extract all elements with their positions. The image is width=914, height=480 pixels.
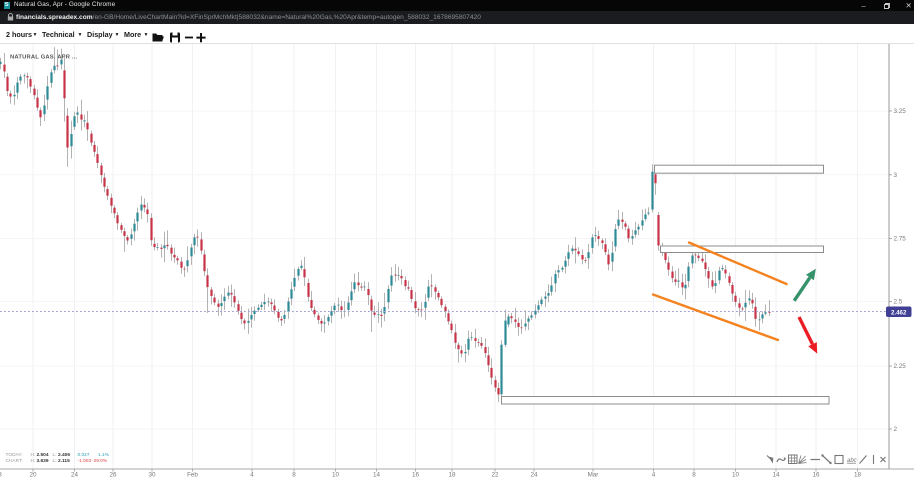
svg-text:Mar: Mar	[588, 472, 599, 479]
svg-text:8: 8	[292, 472, 296, 479]
svg-text:3.639: 3.639	[37, 458, 49, 464]
svg-text:abc: abc	[847, 458, 857, 464]
svg-text:14: 14	[772, 472, 780, 479]
svg-text:NATURAL GAS, APR ...: NATURAL GAS, APR ...	[10, 55, 78, 61]
svg-text:2.5: 2.5	[894, 299, 903, 306]
svg-text:-1.003: -1.003	[78, 458, 92, 464]
svg-text:L:: L:	[53, 458, 57, 464]
svg-text:2.25: 2.25	[894, 363, 907, 370]
svg-text:-29.0%: -29.0%	[92, 458, 108, 464]
svg-text:22: 22	[491, 472, 499, 479]
svg-text:30: 30	[148, 472, 156, 479]
svg-text:10: 10	[332, 472, 340, 479]
svg-text:2.75: 2.75	[894, 236, 907, 243]
svg-text:1.1%: 1.1%	[98, 452, 110, 458]
svg-text:3.25: 3.25	[894, 108, 907, 115]
svg-text:3: 3	[894, 172, 898, 179]
svg-text:18: 18	[448, 472, 456, 479]
svg-text:Feb: Feb	[187, 472, 198, 479]
svg-text:18: 18	[0, 472, 2, 479]
svg-text:2: 2	[894, 426, 898, 433]
svg-text:2.406: 2.406	[58, 452, 70, 458]
svg-text:L:: L:	[53, 452, 57, 458]
svg-text:8: 8	[692, 472, 696, 479]
svg-text:18: 18	[854, 472, 862, 479]
svg-text:H:: H:	[31, 452, 36, 458]
svg-text:24: 24	[71, 472, 79, 479]
svg-text:4: 4	[250, 472, 254, 479]
svg-text:CHART:: CHART:	[6, 458, 23, 464]
svg-text:4: 4	[652, 472, 656, 479]
svg-text:16: 16	[812, 472, 820, 479]
svg-text:TODAY:: TODAY:	[6, 452, 23, 458]
svg-text:16: 16	[412, 472, 420, 479]
svg-text:2.504: 2.504	[37, 452, 49, 458]
svg-text:2.462: 2.462	[891, 309, 907, 316]
svg-text:0.027: 0.027	[78, 452, 90, 458]
svg-text:24: 24	[530, 472, 538, 479]
svg-text:H:: H:	[31, 458, 36, 464]
svg-text:2.115: 2.115	[58, 458, 70, 464]
svg-text:26: 26	[109, 472, 117, 479]
svg-text:14: 14	[373, 472, 381, 479]
svg-text:20: 20	[29, 472, 37, 479]
svg-text:10: 10	[732, 472, 740, 479]
